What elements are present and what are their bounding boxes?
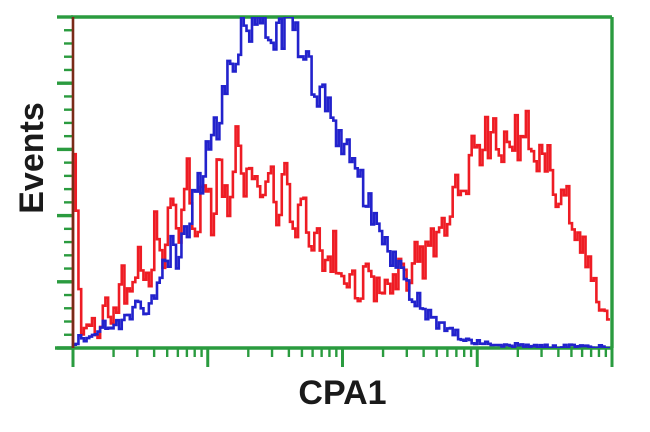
series-control-trace bbox=[71, 17, 610, 348]
y-axis-title: Events bbox=[13, 102, 51, 214]
y-axis-ticks bbox=[57, 15, 73, 350]
plot-background bbox=[73, 17, 612, 348]
x-axis-ticks bbox=[71, 348, 614, 367]
plot-frame bbox=[55, 15, 614, 350]
x-axis-title: CPA1 bbox=[298, 374, 387, 412]
series-sample-trace bbox=[71, 109, 610, 348]
